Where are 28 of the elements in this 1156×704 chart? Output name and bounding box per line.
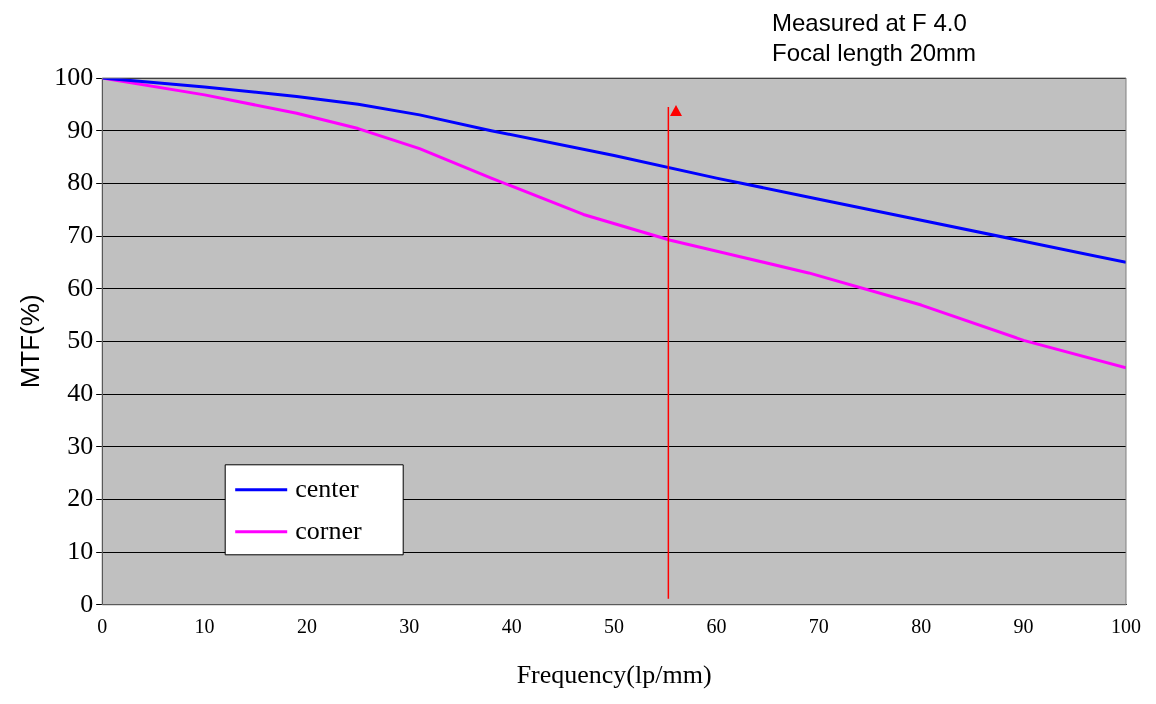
text: Focal length 20mm: [772, 38, 977, 66]
y-tick-label: 80: [67, 167, 94, 197]
x-tick-label: 80: [911, 615, 932, 638]
x-tick-label: 90: [1013, 615, 1034, 638]
x-tick-label: 60: [706, 615, 727, 638]
y-tick-label: 40: [67, 377, 94, 407]
y-tick-label: 10: [67, 535, 94, 565]
y-tick-label: 0: [80, 588, 94, 618]
x-tick-label: 70: [808, 615, 829, 638]
y-tick-label: 50: [67, 325, 94, 355]
legend-label: corner: [295, 515, 362, 545]
y-tick-label: 60: [67, 272, 94, 302]
x-tick-label: 10: [194, 615, 215, 638]
x-tick-label: 100: [1111, 615, 1141, 638]
x-tick-label: 0: [97, 615, 108, 638]
x-axis-title: Frequency(lp/mm): [516, 660, 712, 690]
y-tick-label: 70: [67, 219, 94, 249]
y-tick-label: 30: [67, 430, 94, 460]
y-tick-label: 90: [67, 114, 94, 144]
x-tick-label: 20: [296, 615, 317, 638]
x-tick-label: 40: [501, 615, 522, 638]
legend-label: center: [295, 473, 360, 503]
x-tick-label: 30: [399, 615, 420, 638]
y-axis-title: MTF(%): [14, 294, 45, 389]
y-tick-label: 100: [54, 61, 94, 91]
text: Measured at F 4.0: [772, 8, 967, 36]
y-tick-label: 20: [67, 483, 94, 513]
x-tick-label: 50: [604, 615, 625, 638]
